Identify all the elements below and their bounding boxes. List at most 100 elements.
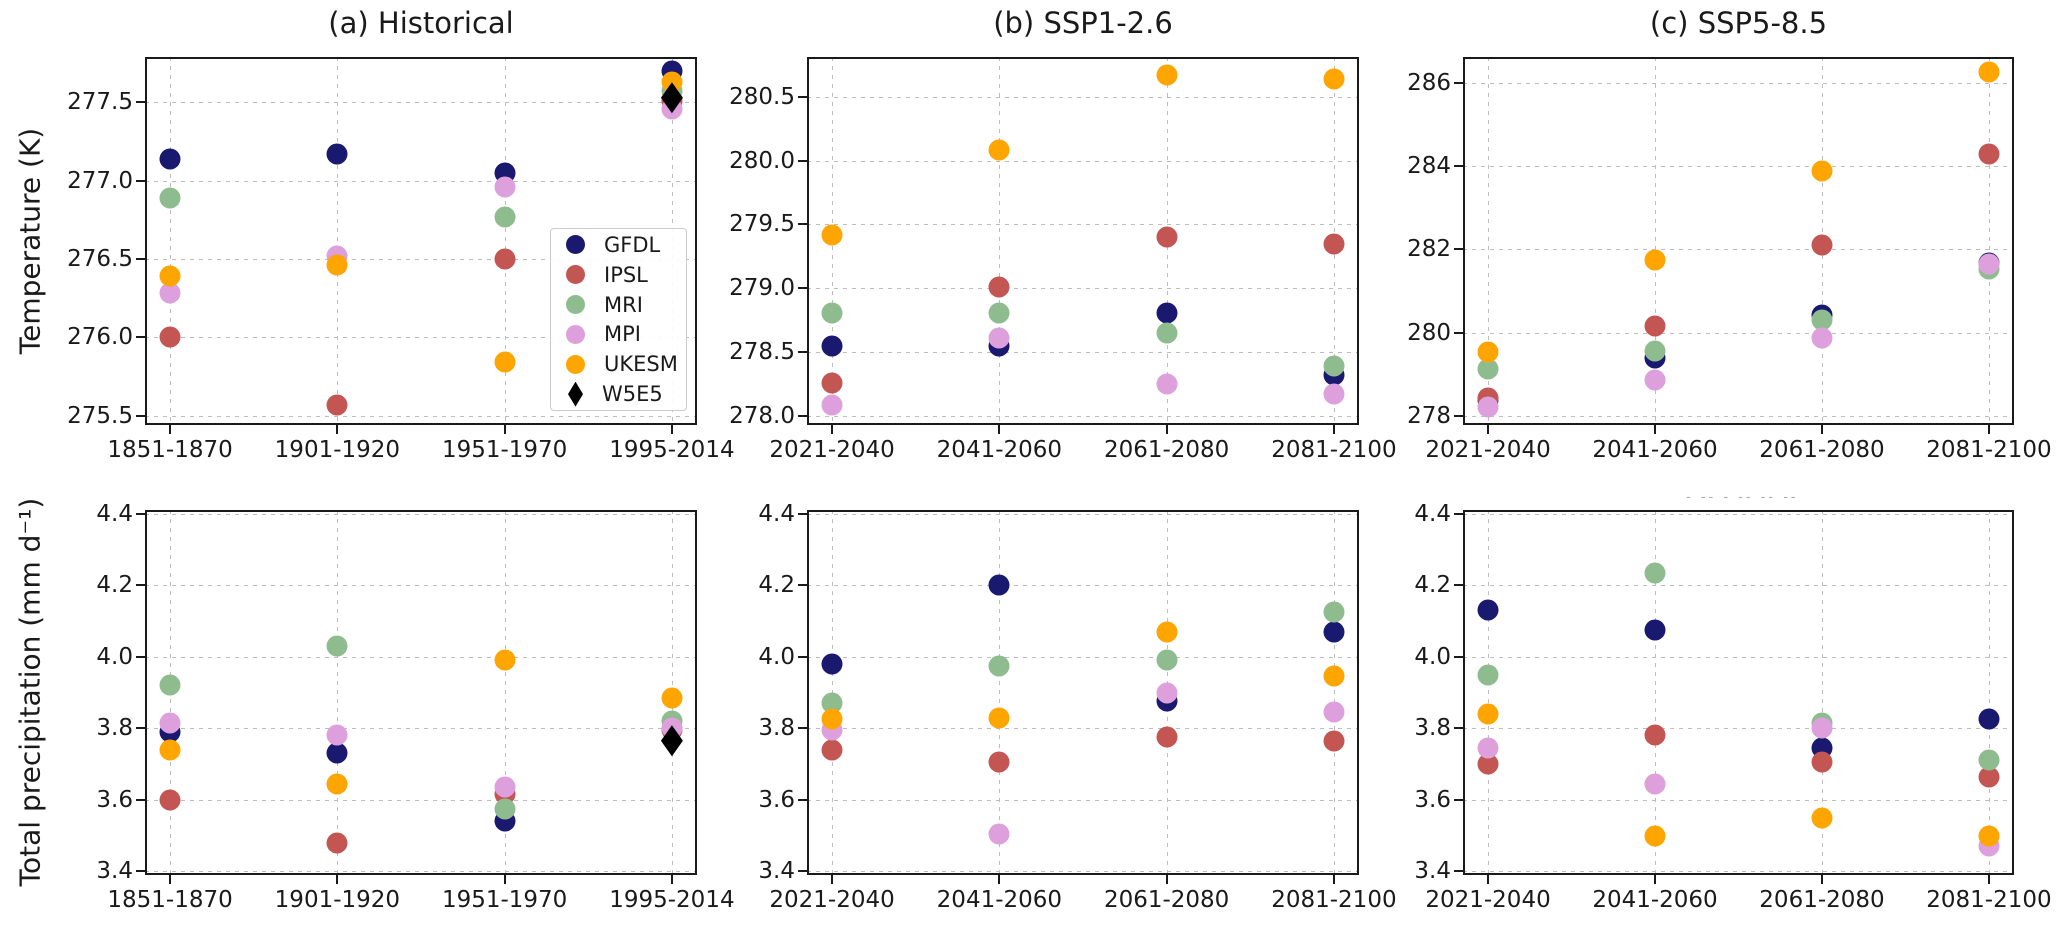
- ytick-mark: [1454, 331, 1463, 334]
- gridline-h: [145, 585, 697, 587]
- data-point-ukesm: [1156, 64, 1178, 86]
- data-point-mpi: [1477, 396, 1499, 418]
- ytick-mark: [136, 101, 145, 104]
- gridline-h: [807, 352, 1359, 354]
- xtick-mark: [831, 875, 834, 884]
- gridline-h: [807, 799, 1359, 801]
- gridline-v: [1488, 57, 1490, 425]
- xtick-mark: [1654, 875, 1656, 884]
- data-point-ukesm: [326, 254, 348, 276]
- data-point-ipsl: [1644, 724, 1666, 746]
- xtick-mark: [831, 425, 834, 434]
- mri-marker-icon: [566, 295, 585, 315]
- data-point-ipsl: [1323, 730, 1345, 752]
- xtick-mark: [1654, 425, 1656, 434]
- data-point-ukesm: [494, 351, 516, 373]
- xtick-label: 2061-2080: [1759, 887, 1885, 913]
- gridline-v: [1488, 510, 1490, 875]
- gridline-v: [1821, 510, 1823, 875]
- data-point-w5e5: [660, 725, 683, 757]
- xtick-label: 2021-2040: [1425, 887, 1551, 913]
- xtick-mark: [998, 425, 1001, 434]
- data-point-mri: [1978, 749, 2000, 771]
- data-point-mpi: [159, 282, 181, 304]
- data-point-ipsl: [1978, 143, 2000, 165]
- xtick-label: 2061-2080: [1103, 437, 1230, 463]
- data-point-mpi: [1644, 369, 1666, 391]
- data-point-ipsl: [159, 326, 181, 348]
- ytick-label: 3.6: [96, 786, 133, 813]
- gridline-v: [999, 510, 1001, 875]
- ukesm-marker-icon: [566, 354, 585, 374]
- mpi-marker-icon: [566, 324, 585, 344]
- data-point-ukesm: [326, 773, 348, 795]
- ytick-label: 4.0: [758, 643, 795, 670]
- ytick-label: 4.4: [758, 500, 795, 527]
- gridline-h: [807, 728, 1359, 730]
- data-point-mpi: [159, 712, 181, 734]
- gridline-h: [1463, 871, 2014, 873]
- data-point-ipsl: [988, 276, 1010, 298]
- gridline-h: [807, 416, 1359, 418]
- data-point-mpi: [988, 327, 1010, 349]
- legend-label-ipsl: IPSL: [604, 262, 648, 287]
- data-point-ipsl: [821, 372, 843, 394]
- plot-temp-ssp126: [807, 57, 1359, 425]
- xtick-label: 1995-2014: [609, 437, 735, 463]
- ytick-label: 3.8: [758, 715, 795, 742]
- data-point-gfdl: [1323, 621, 1345, 643]
- ytick-mark: [136, 336, 145, 339]
- ytick-mark: [136, 798, 145, 801]
- ytick-mark: [798, 159, 807, 162]
- gridline-v: [170, 57, 172, 425]
- data-point-mri: [1477, 664, 1499, 686]
- title-ssp585: (c) SSP5-8.5: [1649, 6, 1828, 40]
- data-point-ipsl: [326, 394, 348, 416]
- data-point-ipsl: [1156, 726, 1178, 748]
- ytick-label: 3.4: [96, 858, 133, 885]
- gridline-v: [1988, 57, 1990, 425]
- data-point-mri: [494, 206, 516, 228]
- title-historical: (a) Historical: [328, 6, 514, 40]
- data-point-ukesm: [1978, 825, 2000, 847]
- data-point-ipsl: [988, 751, 1010, 773]
- data-point-mpi: [821, 394, 843, 416]
- ytick-mark: [1454, 512, 1463, 515]
- data-point-ipsl: [1811, 234, 1833, 256]
- ipsl-marker-icon: [566, 265, 585, 285]
- ytick-label: 4.2: [758, 572, 795, 599]
- data-point-mpi: [1323, 383, 1345, 405]
- xtick-mark: [169, 425, 172, 434]
- legend-label-mpi: MPI: [604, 322, 641, 347]
- data-point-ukesm: [1644, 249, 1666, 271]
- gridline-h: [807, 585, 1359, 587]
- data-point-gfdl: [821, 335, 843, 357]
- data-point-ukesm: [1323, 68, 1345, 90]
- w5e5-diamond-marker-icon: [568, 381, 583, 407]
- gridline-v: [1655, 57, 1656, 425]
- temperature-axis-label: Temperature (K): [13, 127, 47, 355]
- ytick-mark: [798, 223, 807, 226]
- ytick-label: 276.0: [67, 324, 133, 351]
- xtick-label: 2021-2040: [769, 887, 895, 913]
- ytick-label: 3.4: [1414, 858, 1451, 885]
- ytick-label: 277.5: [67, 89, 133, 116]
- xtick-mark: [1332, 875, 1335, 884]
- xtick-mark: [1987, 875, 1990, 884]
- gridline-h: [1463, 656, 2014, 658]
- ytick-label: 4.4: [96, 500, 133, 527]
- xtick-label: 1951-1970: [441, 887, 568, 913]
- ytick-mark: [1454, 414, 1463, 417]
- gridline-v: [999, 57, 1001, 425]
- gridline-h: [145, 513, 697, 515]
- ytick-label: 280: [1407, 319, 1451, 346]
- legend-row-ukesm: UKESM: [551, 350, 686, 378]
- data-point-gfdl: [1644, 619, 1666, 641]
- ytick-mark: [798, 512, 807, 515]
- ytick-mark: [136, 179, 145, 182]
- gridline-h: [145, 102, 697, 104]
- ytick-label: 278: [1407, 402, 1451, 429]
- gridline-h: [145, 415, 697, 417]
- ytick-mark: [1454, 584, 1463, 587]
